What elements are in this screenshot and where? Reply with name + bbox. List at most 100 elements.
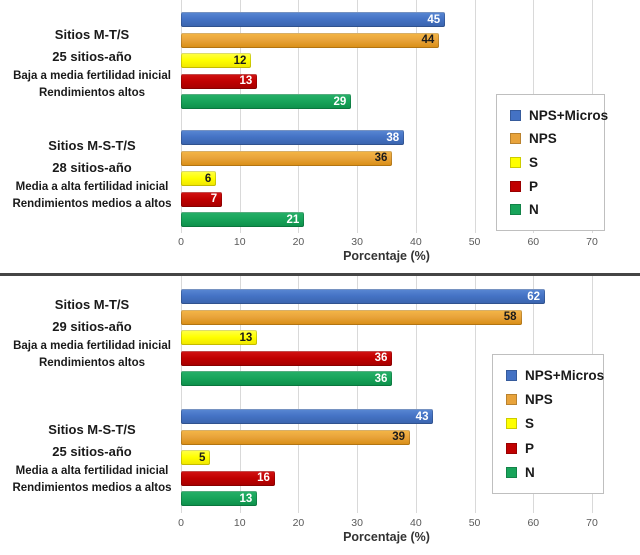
legend-item: P bbox=[506, 441, 599, 456]
x-axis-tick-label: 30 bbox=[351, 236, 363, 248]
gridline-40 bbox=[415, 276, 417, 513]
legend-color-swatch bbox=[506, 370, 517, 382]
bar-value-label: 13 bbox=[239, 331, 253, 344]
legend-item: NPS bbox=[506, 392, 599, 407]
category-label-group: Sitios M-S-T/S 28 sitios-año Media a alta … bbox=[7, 135, 177, 213]
bar-n bbox=[181, 212, 305, 228]
bar-s bbox=[181, 171, 217, 187]
legend-box: NPS+Micros NPS S P N bbox=[496, 94, 608, 231]
legend-color-swatch bbox=[510, 133, 521, 145]
bar-p bbox=[181, 73, 258, 89]
category-line: Media a alta fertilidad inicial bbox=[15, 181, 169, 193]
bar-n bbox=[181, 491, 258, 507]
legend-color-swatch bbox=[506, 466, 517, 478]
legend-color-swatch bbox=[510, 180, 521, 192]
legend-item: NPS bbox=[510, 131, 600, 146]
category-label-group: Sitios M-S-T/S 25 sitios-año Media a alta … bbox=[7, 419, 177, 497]
legend-label: N bbox=[529, 202, 539, 218]
bar-value-label: 6 bbox=[204, 172, 212, 185]
category-line: Rendimientos altos bbox=[38, 357, 146, 369]
legend-label: NPS+Micros bbox=[529, 107, 609, 123]
legend-color-swatch bbox=[510, 156, 521, 168]
category-line: 25 sitios-año bbox=[52, 49, 132, 64]
gridline-10 bbox=[239, 0, 241, 233]
bar-s bbox=[181, 330, 258, 346]
legend-item: NPS+Micros bbox=[506, 368, 604, 383]
legend-label: S bbox=[525, 416, 535, 432]
bar-value-label: 29 bbox=[333, 95, 347, 108]
chart-divider bbox=[0, 273, 640, 276]
x-axis-tick-label: 30 bbox=[351, 517, 363, 529]
x-axis-tick-label: 0 bbox=[178, 236, 184, 248]
bar-value-label: 16 bbox=[257, 472, 270, 485]
bar-value-label: 7 bbox=[210, 193, 218, 206]
bar-p bbox=[181, 470, 275, 486]
bar-p bbox=[181, 191, 223, 207]
x-axis-title: Porcentaje (%) bbox=[343, 530, 430, 544]
legend-item: NPS+Micros bbox=[510, 108, 608, 123]
gridline-20 bbox=[298, 276, 300, 513]
legend-item: P bbox=[510, 179, 600, 194]
legend-label: NPS+Micros bbox=[525, 368, 605, 384]
x-axis-tick-label: 10 bbox=[233, 236, 246, 248]
gridline-0 bbox=[181, 276, 182, 513]
bar-nps-micros bbox=[181, 12, 446, 27]
category-line: 25 sitios-año bbox=[52, 444, 132, 459]
bar-value-label: 13 bbox=[239, 492, 253, 505]
legend-label: NPS bbox=[525, 392, 553, 408]
legend-box: NPS+Micros NPS S P N bbox=[492, 354, 604, 494]
bar-p bbox=[181, 350, 393, 366]
legend-color-swatch bbox=[506, 418, 517, 430]
legend-label: P bbox=[525, 440, 535, 456]
category-label-group: Sitios M-T/S 29 sitios-año Baja a media fe… bbox=[7, 294, 177, 372]
gridline-30 bbox=[357, 276, 359, 513]
gridline-10 bbox=[239, 276, 241, 513]
legend-color-swatch bbox=[506, 394, 517, 406]
bar-s bbox=[181, 53, 252, 69]
x-axis-tick-label: 50 bbox=[468, 236, 481, 248]
legend-label: S bbox=[529, 154, 539, 170]
x-axis-tick-label: 60 bbox=[527, 236, 540, 248]
legend-label: NPS bbox=[529, 131, 557, 147]
category-line: Sitios M-S-T/S bbox=[48, 138, 136, 153]
bar-value-label: 44 bbox=[421, 34, 435, 47]
gridline-50 bbox=[474, 0, 476, 233]
category-line: Rendimientos medios a altos bbox=[12, 482, 172, 494]
chart-bottom: 62 58 13 36 36 Sitios M-T/S 29 sitios-año Baja … bbox=[0, 276, 640, 555]
category-line: Media a alta fertilidad inicial bbox=[15, 465, 169, 477]
x-axis-tick-label: 70 bbox=[586, 517, 598, 529]
category-line: 28 sitios-año bbox=[52, 160, 132, 175]
bar-value-label: 39 bbox=[392, 431, 405, 444]
bar-nps bbox=[181, 150, 393, 166]
x-axis-tick-label: 40 bbox=[410, 236, 422, 248]
bar-value-label: 38 bbox=[386, 131, 400, 144]
x-axis-tick-label: 70 bbox=[586, 236, 598, 248]
legend-label: P bbox=[529, 178, 539, 194]
bar-value-label: 12 bbox=[233, 54, 247, 67]
x-axis-tick-label: 0 bbox=[178, 517, 184, 529]
bar-nps-micros bbox=[181, 289, 546, 304]
category-line: Sitios M-T/S bbox=[54, 27, 130, 42]
gridline-20 bbox=[298, 0, 300, 233]
category-line: 29 sitios-año bbox=[52, 319, 132, 334]
bar-value-label: 5 bbox=[198, 451, 206, 464]
chart-top: 45 44 12 13 29 Sitios M-T/S 25 sitios-año Baja … bbox=[0, 0, 640, 273]
bar-value-label: 43 bbox=[415, 410, 429, 423]
x-axis-tick-label: 50 bbox=[468, 517, 481, 529]
bar-value-label: 21 bbox=[286, 213, 300, 226]
bar-nps-micros bbox=[181, 130, 405, 145]
category-line: Baja a media fertilidad inicial bbox=[13, 340, 171, 352]
x-axis-tick-label: 40 bbox=[410, 517, 422, 529]
gridline-0 bbox=[181, 0, 182, 233]
category-label-group: Sitios M-T/S 25 sitios-año Baja a media fe… bbox=[7, 24, 177, 102]
bar-value-label: 58 bbox=[503, 311, 517, 324]
legend-item: N bbox=[506, 465, 599, 480]
bar-nps-micros bbox=[181, 409, 434, 424]
category-line: Sitios M-T/S bbox=[54, 297, 130, 312]
bar-value-label: 36 bbox=[374, 372, 388, 385]
bar-value-label: 36 bbox=[374, 352, 388, 365]
bar-value-label: 36 bbox=[374, 152, 388, 165]
bar-nps bbox=[181, 32, 440, 48]
x-axis-title: Porcentaje (%) bbox=[343, 249, 430, 263]
